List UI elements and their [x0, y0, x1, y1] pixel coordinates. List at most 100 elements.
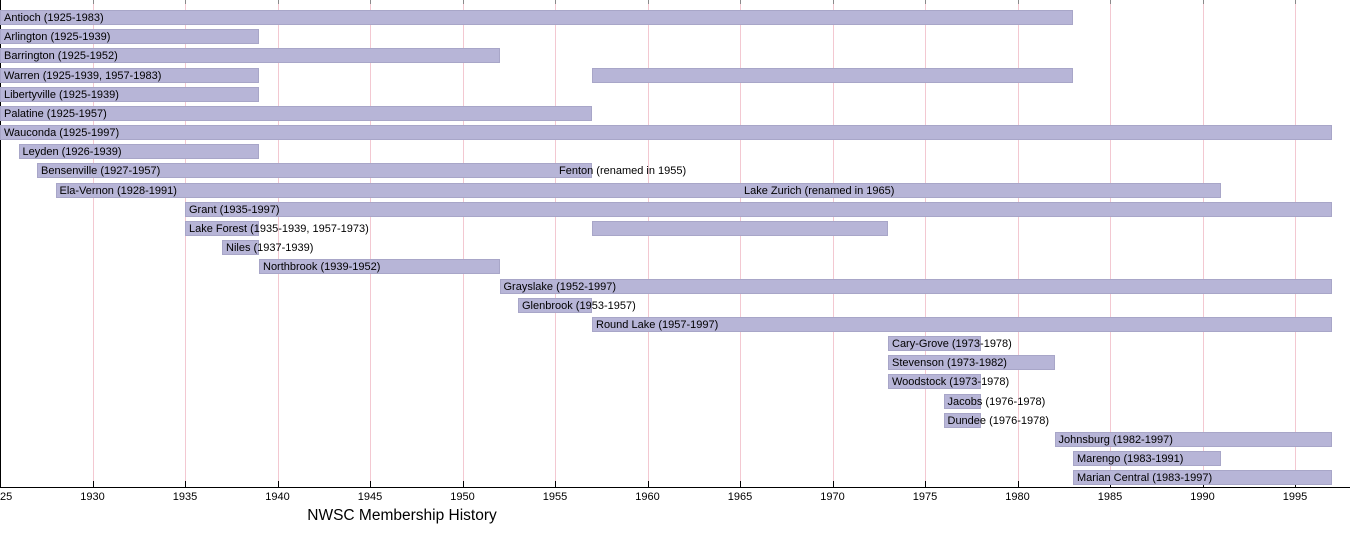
timeline-label-stevenson: Stevenson (1973-1982) — [892, 357, 1007, 370]
top-tick-1970 — [832, 0, 834, 4]
top-tick-1975 — [925, 0, 926, 4]
timeline-bar-jacobs — [943, 393, 981, 409]
gridline-1990 — [1202, 0, 1204, 487]
timeline-bar-johnsburg — [1054, 431, 1332, 447]
x-tick-label-1960: 1960 — [635, 491, 660, 503]
timeline-label-arlington: Arlington (1925-1939) — [4, 31, 111, 44]
timeline-label-bensenville: Bensenville (1927-1957) — [41, 165, 161, 178]
timeline-bar-northbrook — [259, 259, 500, 275]
x-tick-label-1935: 1935 — [172, 491, 198, 503]
timeline-bar-arlington — [0, 29, 259, 45]
bottom-tick-1945 — [370, 481, 371, 487]
top-tick-1960 — [647, 0, 649, 4]
timeline-label-warren: Warren (1925-1939, 1957-1983) — [4, 69, 162, 82]
top-tick-1945 — [370, 0, 371, 4]
gridline-1950 — [462, 0, 464, 487]
timeline-bar-bensenville — [37, 163, 592, 179]
timeline-label-grayslake: Grayslake (1952-1997) — [503, 280, 617, 293]
timeline-bar-wauconda — [0, 125, 1332, 141]
x-tick-label-1995: 1995 — [1282, 491, 1308, 503]
timeline-bar-leyden — [18, 144, 259, 160]
x-tick-label-1940: 1940 — [265, 491, 290, 503]
timeline-label-glenbrook: Glenbrook (1953-1957) — [522, 299, 636, 312]
x-tick-label-1985: 1985 — [1097, 491, 1123, 503]
gridline-1975 — [925, 0, 926, 487]
x-tick-label-1955: 1955 — [542, 491, 568, 503]
top-tick-1940 — [277, 0, 279, 4]
bottom-tick-1930 — [92, 481, 94, 487]
timeline-bar-ela-vernon — [55, 182, 1221, 198]
timeline-bar-lake-forest-1 — [185, 220, 259, 236]
y-axis-spine — [0, 0, 1, 487]
x-tick-label-1970: 1970 — [820, 491, 845, 503]
top-tick-1950 — [462, 0, 464, 4]
timeline-bar-warren-2 — [592, 67, 1073, 83]
top-tick-1935 — [185, 0, 186, 4]
x-tick-label-1950: 1950 — [450, 491, 475, 503]
top-tick-1985 — [1110, 0, 1111, 4]
gridline-1965 — [740, 0, 741, 487]
timeline-label-johnsburg: Johnsburg (1982-1997) — [1058, 433, 1173, 446]
gridline-1985 — [1110, 0, 1111, 487]
bottom-tick-1940 — [277, 481, 279, 487]
timeline-annotation-ela-vernon: Lake Zurich (renamed in 1965) — [744, 184, 895, 197]
x-tick-label-1975: 1975 — [912, 491, 938, 503]
timeline-label-leyden: Leyden (1926-1939) — [22, 146, 122, 159]
top-tick-1965 — [740, 0, 741, 4]
timeline-label-marengo: Marengo (1983-1991) — [1077, 453, 1184, 466]
plot-area: Antioch (1925-1983) Arlington (1925-1939)… — [0, 0, 1332, 487]
bottom-tick-1980 — [1017, 481, 1019, 487]
timeline-label-woodstock: Woodstock (1973-1978) — [892, 376, 1010, 389]
gridline-1940 — [277, 0, 279, 487]
gridline-1995 — [1295, 0, 1296, 487]
timeline-label-jacobs: Jacobs (1976-1978) — [947, 395, 1046, 408]
gridline-1930 — [92, 0, 94, 487]
gridline-1970 — [832, 0, 834, 487]
top-tick-1990 — [1202, 0, 1204, 4]
timeline-bar-glenbrook — [518, 297, 592, 313]
timeline-bar-lake-forest-2 — [592, 220, 888, 236]
top-tick-1995 — [1295, 0, 1296, 4]
timeline-bar-niles — [222, 240, 259, 256]
gridline-1945 — [370, 0, 371, 487]
timeline-label-northbrook: Northbrook (1939-1952) — [263, 261, 381, 274]
timeline-label-marian-central: Marian Central (1983-1997) — [1077, 472, 1213, 485]
timeline-bar-warren-1 — [0, 67, 259, 83]
timeline-label-niles: Niles (1937-1939) — [226, 242, 314, 255]
x-tick-label-1980: 1980 — [1005, 491, 1030, 503]
timeline-bar-grayslake — [499, 278, 1332, 294]
x-axis-line — [0, 487, 1350, 488]
top-tick-1955 — [555, 0, 556, 4]
bottom-tick-1935 — [185, 481, 186, 487]
timeline-annotation-bensenville: Fenton (renamed in 1955) — [559, 165, 687, 178]
timeline-label-dundee: Dundee (1976-1978) — [947, 414, 1050, 427]
gridline-1980 — [1017, 0, 1019, 487]
gridline-1960 — [647, 0, 649, 487]
bottom-tick-1955 — [555, 481, 556, 487]
timeline-bar-libertyville — [0, 86, 259, 102]
timeline-bar-round-lake — [592, 316, 1332, 332]
timeline-bar-marengo — [1073, 451, 1221, 467]
chart-title: NWSC Membership History — [307, 507, 497, 524]
timeline-bar-antioch — [0, 10, 1073, 25]
bottom-tick-1965 — [740, 481, 741, 487]
gridline-1955 — [555, 0, 556, 487]
timeline-label-wauconda: Wauconda (1925-1997) — [4, 127, 120, 140]
timeline-bar-marian-central — [1073, 470, 1332, 486]
timeline-label-palatine: Palatine (1925-1957) — [4, 107, 107, 120]
timeline-label-round-lake: Round Lake (1957-1997) — [596, 318, 719, 331]
timeline-label-grant: Grant (1935-1997) — [189, 203, 280, 216]
timeline-bar-grant — [185, 201, 1332, 217]
timeline-bar-dundee — [943, 412, 981, 428]
timeline-label-libertyville: Libertyville (1925-1939) — [4, 88, 119, 101]
timeline-bar-palatine — [0, 105, 592, 121]
timeline-label-antioch: Antioch (1925-1983) — [4, 12, 104, 24]
bottom-tick-1950 — [462, 481, 464, 487]
timeline-bar-cary-grove — [888, 336, 981, 352]
timeline-bar-stevenson — [888, 355, 1055, 371]
x-tick-label-1925: 25 — [0, 491, 13, 503]
timeline-bar-woodstock — [888, 374, 981, 390]
bottom-tick-1970 — [832, 481, 834, 487]
timeline-label-lake-forest: Lake Forest (1935-1939, 1957-1973) — [189, 222, 369, 235]
